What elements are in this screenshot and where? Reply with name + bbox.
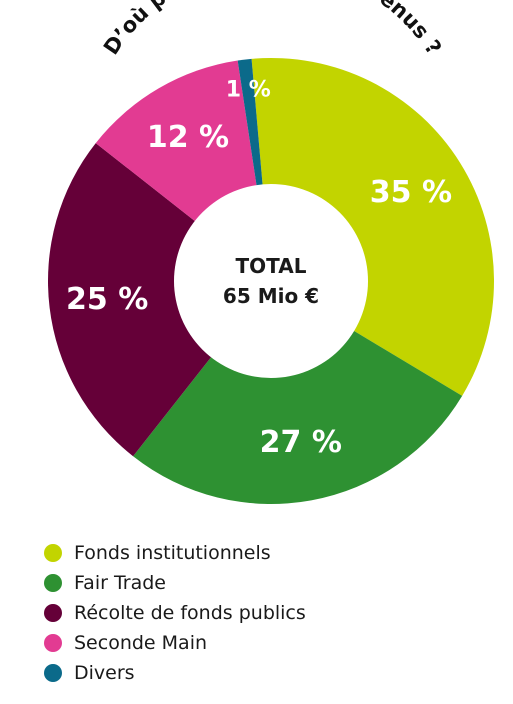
slice-label-divers: 1 %	[226, 77, 271, 102]
legend-item-fair-trade: Fair Trade	[44, 568, 306, 598]
legend-label: Divers	[74, 662, 135, 684]
legend-item-divers: Divers	[44, 658, 306, 688]
slice-label-fonds-institutionnels: 35 %	[370, 175, 452, 210]
donut-chart: D’où proviennent nos revenus ? TOTAL 65 …	[48, 0, 495, 504]
chart-title: D’où proviennent nos revenus ?	[99, 0, 446, 59]
slice-fonds-institutionnels	[251, 57, 495, 396]
legend-swatch	[44, 544, 62, 562]
legend-item-recolte-de-fonds-publics: Récolte de fonds publics	[44, 598, 306, 628]
legend-swatch	[44, 634, 62, 652]
center-total-label: TOTAL	[236, 254, 307, 278]
legend-item-fonds-institutionnels: Fonds institutionnels	[44, 538, 306, 568]
slice-label-fair-trade: 27 %	[260, 425, 342, 460]
legend-label: Fair Trade	[74, 572, 166, 594]
center-hole	[174, 184, 368, 378]
legend-label: Seconde Main	[74, 632, 208, 654]
labels-group: 35 % 27 % 25 % 12 % 1 %	[66, 77, 452, 459]
legend-swatch	[44, 604, 62, 622]
center-total-value: 65 Mio €	[223, 284, 319, 308]
legend-label: Récolte de fonds publics	[74, 602, 306, 624]
legend-swatch	[44, 574, 62, 592]
slice-label-seconde-main: 12 %	[147, 120, 229, 155]
slice-recolte-de-fonds-publics	[48, 143, 272, 457]
legend: Fonds institutionnels Fair Trade Récolte d…	[44, 538, 306, 688]
chart-title-text: D’où proviennent nos revenus ?	[99, 0, 446, 59]
slice-fair-trade	[133, 281, 463, 504]
legend-item-seconde-main: Seconde Main	[44, 628, 306, 658]
slice-label-recolte-de-fonds-publics: 25 %	[66, 282, 148, 317]
legend-label: Fonds institutionnels	[74, 542, 271, 564]
legend-swatch	[44, 664, 62, 682]
